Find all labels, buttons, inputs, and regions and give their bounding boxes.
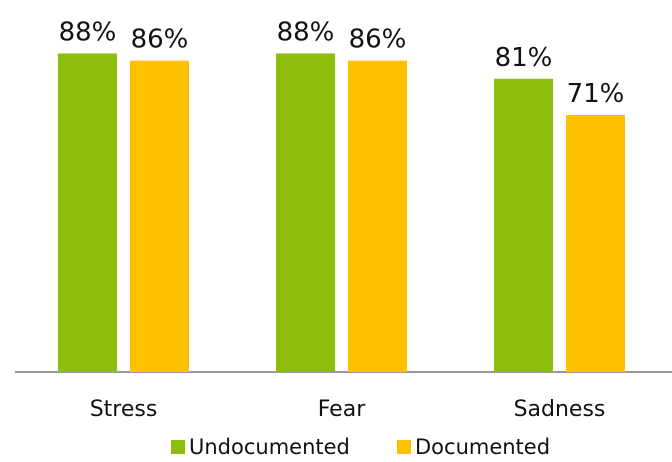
bar-fear-undocumented: [276, 53, 335, 372]
data-label-stress-undocumented: 88%: [59, 17, 117, 47]
bars-group: [58, 53, 625, 373]
x-tick-label-stress: Stress: [90, 397, 158, 422]
legend-label-undocumented: Undocumented: [189, 435, 350, 459]
data-label-sadness-documented: 71%: [567, 79, 625, 109]
legend-label-documented: Documented: [415, 435, 550, 459]
legend-swatch-documented: [397, 440, 411, 454]
bar-sadness-undocumented: [494, 78, 553, 372]
bar-stress-undocumented: [58, 53, 117, 372]
legend-swatch-undocumented: [171, 440, 185, 454]
data-labels-group: 88% 86% 88% 86% 81% 71%: [59, 17, 625, 109]
data-label-fear-documented: 86%: [349, 25, 407, 55]
x-tick-label-fear: Fear: [318, 397, 366, 422]
data-label-sadness-undocumented: 81%: [495, 43, 553, 73]
bar-stress-documented: [130, 60, 189, 373]
bar-fear-documented: [348, 60, 407, 373]
x-tick-label-sadness: Sadness: [514, 397, 606, 422]
legend: Undocumented Documented: [171, 435, 550, 459]
x-tick-labels-group: Stress Fear Sadness: [90, 397, 606, 422]
data-label-stress-documented: 86%: [131, 25, 189, 55]
data-label-fear-undocumented: 88%: [277, 17, 335, 47]
bar-sadness-documented: [566, 114, 625, 372]
